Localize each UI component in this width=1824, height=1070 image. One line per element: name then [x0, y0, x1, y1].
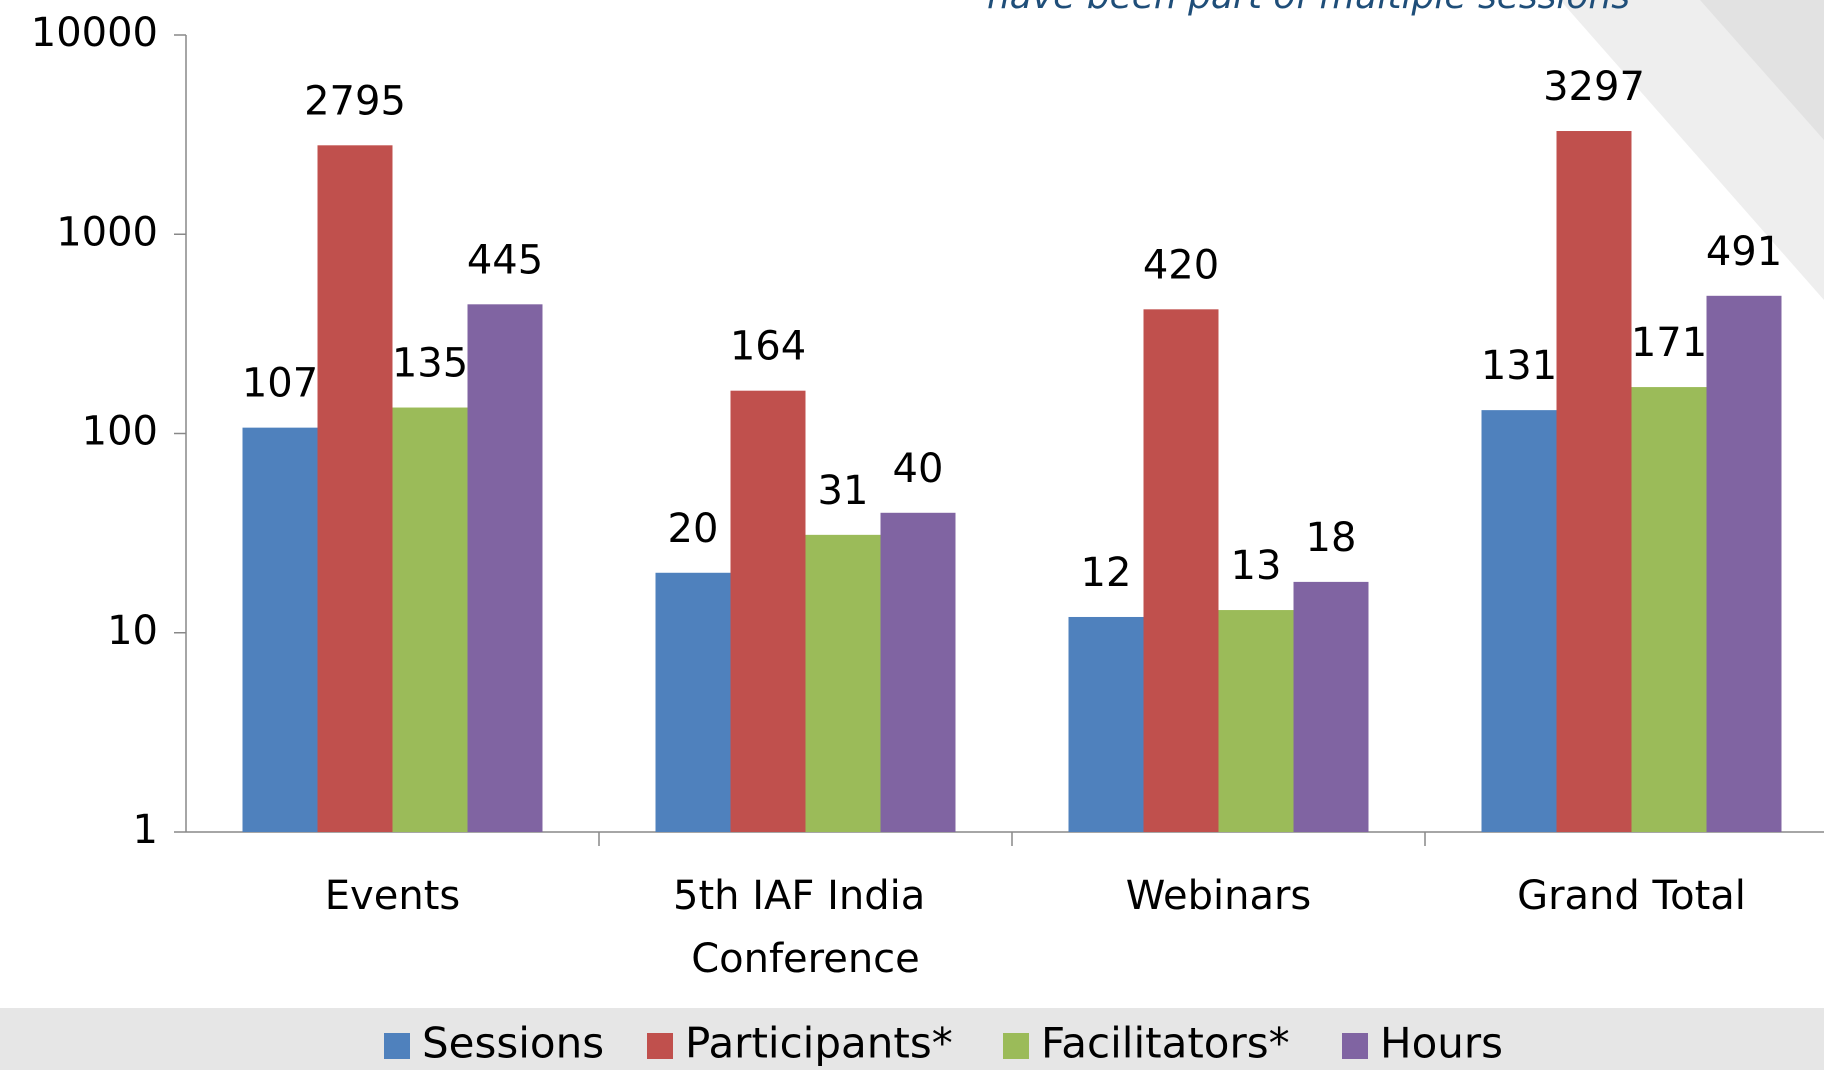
data-label: 12 [1081, 550, 1132, 596]
bar [1143, 309, 1219, 832]
legend-swatch [384, 1033, 410, 1059]
bar [805, 534, 881, 832]
legend: Sessions Participants* Facilitators* Hours [384, 1019, 1503, 1068]
data-label: 18 [1306, 515, 1357, 561]
x-tick-label: Webinars [1126, 873, 1311, 919]
bar [467, 304, 543, 832]
bar [1706, 295, 1782, 832]
annotation: have been part of multiple sessions [987, 0, 1630, 17]
y-tick-label: 1 [133, 807, 158, 853]
y-tick-label: 1000 [56, 209, 158, 255]
background-stripe [1560, 0, 1824, 300]
legend-swatch [1342, 1033, 1368, 1059]
bar [1631, 387, 1707, 832]
legend-swatch [1003, 1033, 1029, 1059]
bar [242, 427, 318, 832]
data-label: 491 [1706, 229, 1782, 275]
legend-label: Facilitators* [1041, 1019, 1290, 1068]
x-tick-label: 5th IAF India Conference [673, 873, 938, 982]
bar [880, 512, 956, 832]
bar [730, 390, 806, 832]
data-label: 13 [1231, 543, 1282, 589]
bar [1556, 131, 1632, 833]
bar [1481, 410, 1557, 832]
legend-label: Hours [1380, 1019, 1503, 1068]
bar [1068, 616, 1144, 832]
bar [655, 572, 731, 832]
data-label: 171 [1631, 320, 1707, 366]
data-label: 3297 [1543, 64, 1645, 110]
bar [392, 407, 468, 832]
bar [1218, 610, 1294, 832]
data-label: 445 [467, 237, 543, 283]
legend-swatch [647, 1033, 673, 1059]
plot-area: 1 10 100 1000 10000 Events 5th IAF India Confe… [31, 10, 1824, 982]
data-label: 40 [893, 446, 944, 492]
x-tick-label: Grand Total [1517, 873, 1746, 919]
data-label: 2795 [304, 78, 406, 124]
data-label: 20 [668, 506, 719, 552]
x-tick-label: Events [325, 873, 460, 919]
data-label: 107 [242, 361, 318, 407]
y-tick-label: 10 [107, 608, 158, 654]
legend-label: Sessions [422, 1019, 604, 1068]
background-stripe [1700, 0, 1824, 140]
data-label: 164 [730, 324, 806, 370]
legend-label: Participants* [685, 1019, 953, 1068]
bar [1293, 581, 1369, 832]
legend-band [0, 1008, 1824, 1070]
data-label: 420 [1143, 242, 1219, 288]
data-label: 131 [1481, 343, 1557, 389]
data-label: 31 [818, 468, 869, 514]
y-tick-label: 10000 [31, 10, 158, 56]
data-label: 135 [392, 341, 468, 387]
bar [317, 145, 393, 833]
y-tick-label: 100 [82, 409, 158, 455]
